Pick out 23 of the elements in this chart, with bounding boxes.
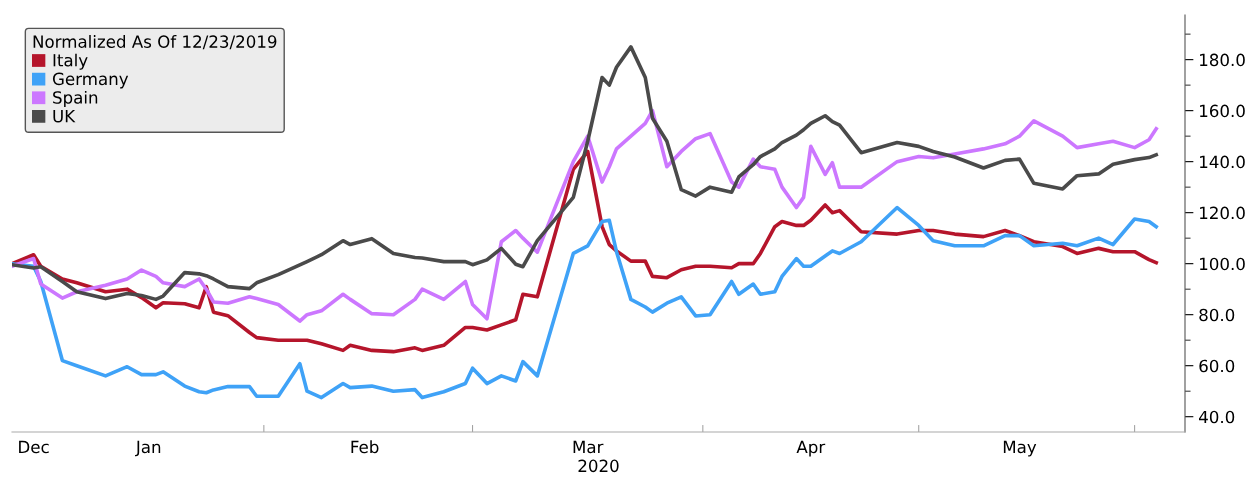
legend-label: UK	[53, 110, 76, 123]
x-tick-label: Dec	[19, 440, 49, 454]
line-series	[12, 205, 1159, 400]
y-tick-label: 120.0	[1200, 206, 1245, 220]
legend-title: Normalized As Of 12/23/2019	[33, 35, 277, 50]
y-tick-label: 100.0	[1200, 257, 1245, 271]
legend-label: Italy	[53, 53, 88, 70]
x-tick-label: Jan	[135, 440, 161, 457]
x-tick-label: Apr	[796, 440, 826, 457]
y-tick-label: 180.0	[1200, 53, 1245, 67]
y-tick-label: 80.0	[1199, 308, 1235, 322]
x-axis-title: 2020	[578, 459, 619, 473]
y-tick-label: 40.0	[1199, 410, 1235, 424]
x-tick-label: Mar	[573, 440, 604, 454]
x-tick-label: Feb	[351, 440, 379, 454]
y-tick-label: 160.0	[1200, 104, 1245, 118]
y-tick-label: 140.0	[1200, 155, 1245, 169]
line-series	[12, 149, 1159, 354]
x-tick-label: May	[1003, 440, 1037, 457]
y-tick-label: 60.0	[1199, 359, 1235, 373]
legend-label: Spain	[53, 90, 98, 108]
line-series	[12, 108, 1159, 323]
legend-label: Germany	[52, 72, 129, 89]
